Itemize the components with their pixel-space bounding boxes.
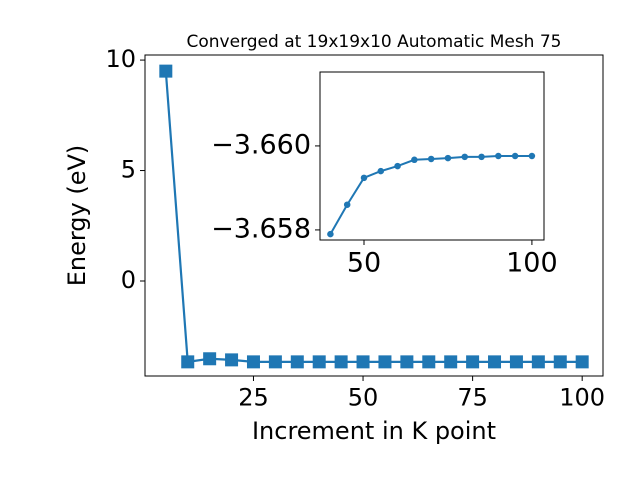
x-tick-label: 50 xyxy=(347,248,381,279)
marker xyxy=(511,152,519,160)
y-tick-label: 10 xyxy=(105,45,136,73)
marker xyxy=(181,355,195,369)
marker xyxy=(246,355,260,369)
marker xyxy=(290,355,304,369)
marker xyxy=(575,355,589,369)
marker xyxy=(531,355,545,369)
chart-title: Converged at 19x19x10 Automatic Mesh 75 xyxy=(187,32,562,52)
marker xyxy=(394,162,401,170)
marker xyxy=(466,355,480,369)
y-tick-label: 0 xyxy=(121,266,136,294)
x-tick-label: 25 xyxy=(238,383,269,411)
y-axis-label: Energy (eV) xyxy=(63,145,91,287)
marker xyxy=(461,153,468,161)
marker xyxy=(356,355,370,369)
marker xyxy=(509,355,523,369)
y-tick-label: −3.658 xyxy=(211,213,311,244)
marker xyxy=(488,355,502,369)
marker xyxy=(360,174,368,182)
marker xyxy=(528,152,536,160)
marker xyxy=(334,355,348,369)
y-tick-label: −3.660 xyxy=(211,129,311,160)
marker xyxy=(327,230,334,238)
marker xyxy=(411,156,418,164)
marker xyxy=(422,355,436,369)
x-axis-label: Increment in K point xyxy=(252,417,496,445)
marker xyxy=(268,355,282,369)
x-tick-label: 100 xyxy=(559,383,605,411)
marker xyxy=(553,355,567,369)
marker xyxy=(444,355,458,369)
marker xyxy=(159,64,173,78)
marker xyxy=(495,152,502,160)
marker xyxy=(478,153,485,161)
marker xyxy=(203,352,217,366)
x-tick-label: 100 xyxy=(506,248,558,279)
marker xyxy=(343,201,351,208)
y-tick-label: 5 xyxy=(121,156,136,184)
marker xyxy=(400,355,414,369)
marker xyxy=(225,353,239,367)
x-tick-label: 75 xyxy=(457,383,488,411)
x-tick-label: 50 xyxy=(348,383,379,411)
marker xyxy=(427,155,435,163)
marker xyxy=(312,355,326,369)
marker xyxy=(444,154,452,162)
marker xyxy=(377,167,385,175)
marker xyxy=(378,355,392,369)
